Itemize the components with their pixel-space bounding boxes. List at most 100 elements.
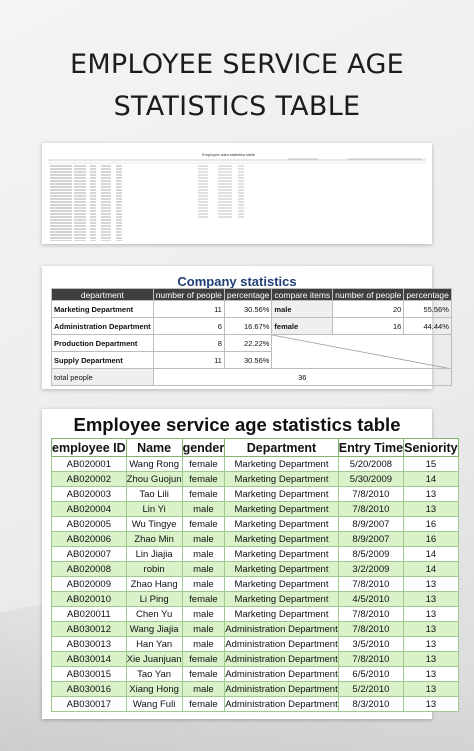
name-cell: Xie Juanjuan bbox=[125, 651, 183, 667]
department-cell: Supply Department bbox=[51, 351, 154, 369]
compare-item-cell: male bbox=[271, 300, 334, 318]
employee-id-cell: AB020007 bbox=[51, 546, 127, 562]
people-cell: 8 bbox=[152, 334, 225, 352]
gender-cell: female bbox=[181, 471, 226, 487]
seniority-cell: 13 bbox=[403, 591, 459, 607]
thumbnail-sheet-card: Employee data statistics table bbox=[42, 143, 432, 244]
name-cell: Tao Lili bbox=[125, 486, 183, 502]
entry-time-cell: 3/2/2009 bbox=[337, 561, 405, 577]
service-age-table: employee ID Name gender Department Entry… bbox=[51, 438, 459, 712]
seniority-cell: 16 bbox=[403, 531, 459, 547]
company-statistics-row: Administration Department 6 16.67% femal… bbox=[51, 317, 452, 335]
header-compare-items: compare items bbox=[271, 288, 334, 301]
department-cell: Administration Department bbox=[224, 636, 339, 652]
department-cell: Administration Department bbox=[51, 317, 154, 335]
employee-id-cell: AB030014 bbox=[51, 651, 127, 667]
header-entry-time: Entry Time bbox=[337, 438, 405, 457]
name-cell: Wang Fuli bbox=[125, 696, 183, 712]
header-percentage: percentage bbox=[223, 288, 273, 301]
name-cell: Wang Jiajia bbox=[125, 621, 183, 637]
employee-id-cell: AB030013 bbox=[51, 636, 127, 652]
department-cell: Production Department bbox=[51, 334, 154, 352]
total-label-cell: total people bbox=[51, 368, 154, 386]
seniority-cell: 13 bbox=[403, 576, 459, 592]
name-cell: robin bbox=[125, 561, 183, 577]
seniority-cell: 13 bbox=[403, 636, 459, 652]
gender-cell: female bbox=[181, 666, 226, 682]
entry-time-cell: 7/8/2010 bbox=[337, 651, 405, 667]
gender-cell: male bbox=[181, 606, 226, 622]
department-cell: Marketing Department bbox=[224, 531, 339, 547]
page-title: EMPLOYEE SERVICE AGE STATISTICS TABLE bbox=[0, 44, 474, 128]
employee-id-cell: AB020008 bbox=[51, 561, 127, 577]
seniority-cell: 13 bbox=[403, 606, 459, 622]
page-title-line2: STATISTICS TABLE bbox=[113, 91, 361, 122]
department-cell: Administration Department bbox=[224, 696, 339, 712]
department-cell: Marketing Department bbox=[224, 576, 339, 592]
gender-cell: male bbox=[181, 621, 226, 637]
entry-time-cell: 8/9/2007 bbox=[337, 531, 405, 547]
employee-id-cell: AB030016 bbox=[51, 681, 127, 697]
department-cell: Marketing Department bbox=[224, 501, 339, 517]
table-row: AB020002 Zhou Guojun female Marketing Depar… bbox=[51, 471, 459, 487]
gender-cell: female bbox=[181, 696, 226, 712]
compare-people-cell: 20 bbox=[332, 300, 405, 318]
entry-time-cell: 5/30/2009 bbox=[337, 471, 405, 487]
department-cell: Marketing Department bbox=[224, 471, 339, 487]
seniority-cell: 13 bbox=[403, 486, 459, 502]
percentage-cell: 16.67% bbox=[223, 317, 273, 335]
entry-time-cell: 8/5/2009 bbox=[337, 546, 405, 562]
company-statistics-row: Supply Department 11 30.56% bbox=[51, 351, 452, 369]
name-cell: Han Yan bbox=[125, 636, 183, 652]
table-row: AB030013 Han Yan male Administration Depart… bbox=[51, 636, 459, 652]
service-age-header-row: employee ID Name gender Department Entry… bbox=[51, 438, 459, 457]
employee-id-cell: AB030015 bbox=[51, 666, 127, 682]
employee-id-cell: AB030012 bbox=[51, 621, 127, 637]
percentage-cell: 30.56% bbox=[223, 351, 273, 369]
department-cell: Marketing Department bbox=[224, 561, 339, 577]
department-cell: Administration Department bbox=[224, 666, 339, 682]
people-cell: 6 bbox=[152, 317, 225, 335]
entry-time-cell: 6/5/2010 bbox=[337, 666, 405, 682]
name-cell: Wu Tingye bbox=[125, 516, 183, 532]
department-cell: Marketing Department bbox=[224, 456, 339, 472]
gender-cell: female bbox=[181, 591, 226, 607]
table-row: AB020011 Chen Yu male Marketing Department 7… bbox=[51, 606, 459, 622]
table-row: AB020009 Zhao Hang male Marketing Departmen… bbox=[51, 576, 459, 592]
entry-time-cell: 4/5/2010 bbox=[337, 591, 405, 607]
gender-cell: female bbox=[181, 651, 226, 667]
diagonal-divider bbox=[272, 335, 447, 368]
gender-cell: male bbox=[181, 531, 226, 547]
name-cell: Tao Yan bbox=[125, 666, 183, 682]
department-cell: Marketing Department bbox=[224, 606, 339, 622]
employee-id-cell: AB020006 bbox=[51, 531, 127, 547]
name-cell: Li Ping bbox=[125, 591, 183, 607]
entry-time-cell: 5/20/2008 bbox=[337, 456, 405, 472]
department-cell: Administration Department bbox=[224, 651, 339, 667]
name-cell: Zhao Hang bbox=[125, 576, 183, 592]
table-row: AB030017 Wang Fuli female Administration De… bbox=[51, 696, 459, 712]
gender-cell: male bbox=[181, 636, 226, 652]
department-cell: Administration Department bbox=[224, 621, 339, 637]
compare-item-cell: female bbox=[271, 317, 334, 335]
company-statistics-row: Production Department 8 22.22% bbox=[51, 334, 452, 369]
employee-id-cell: AB020009 bbox=[51, 576, 127, 592]
seniority-cell: 14 bbox=[403, 561, 459, 577]
name-cell: Chen Yu bbox=[125, 606, 183, 622]
department-cell: Marketing Department bbox=[224, 546, 339, 562]
table-row: AB020005 Wu Tingye female Marketing Departm… bbox=[51, 516, 459, 532]
percentage-cell: 22.22% bbox=[223, 334, 273, 352]
name-cell: Lin Yi bbox=[125, 501, 183, 517]
company-statistics-row: Marketing Department 11 30.56% male 20 5… bbox=[51, 300, 452, 318]
employee-id-cell: AB020011 bbox=[51, 606, 127, 622]
name-cell: Xiang Hong bbox=[125, 681, 183, 697]
entry-time-cell: 7/8/2010 bbox=[337, 576, 405, 592]
entry-time-cell: 8/9/2007 bbox=[337, 516, 405, 532]
employee-id-cell: AB020002 bbox=[51, 471, 127, 487]
table-row: AB020001 Wang Rong female Marketing Departm… bbox=[51, 456, 459, 472]
header-department: Department bbox=[224, 438, 339, 457]
department-cell: Marketing Department bbox=[224, 516, 339, 532]
seniority-cell: 14 bbox=[403, 546, 459, 562]
entry-time-cell: 8/3/2010 bbox=[337, 696, 405, 712]
department-cell: Marketing Department bbox=[224, 591, 339, 607]
